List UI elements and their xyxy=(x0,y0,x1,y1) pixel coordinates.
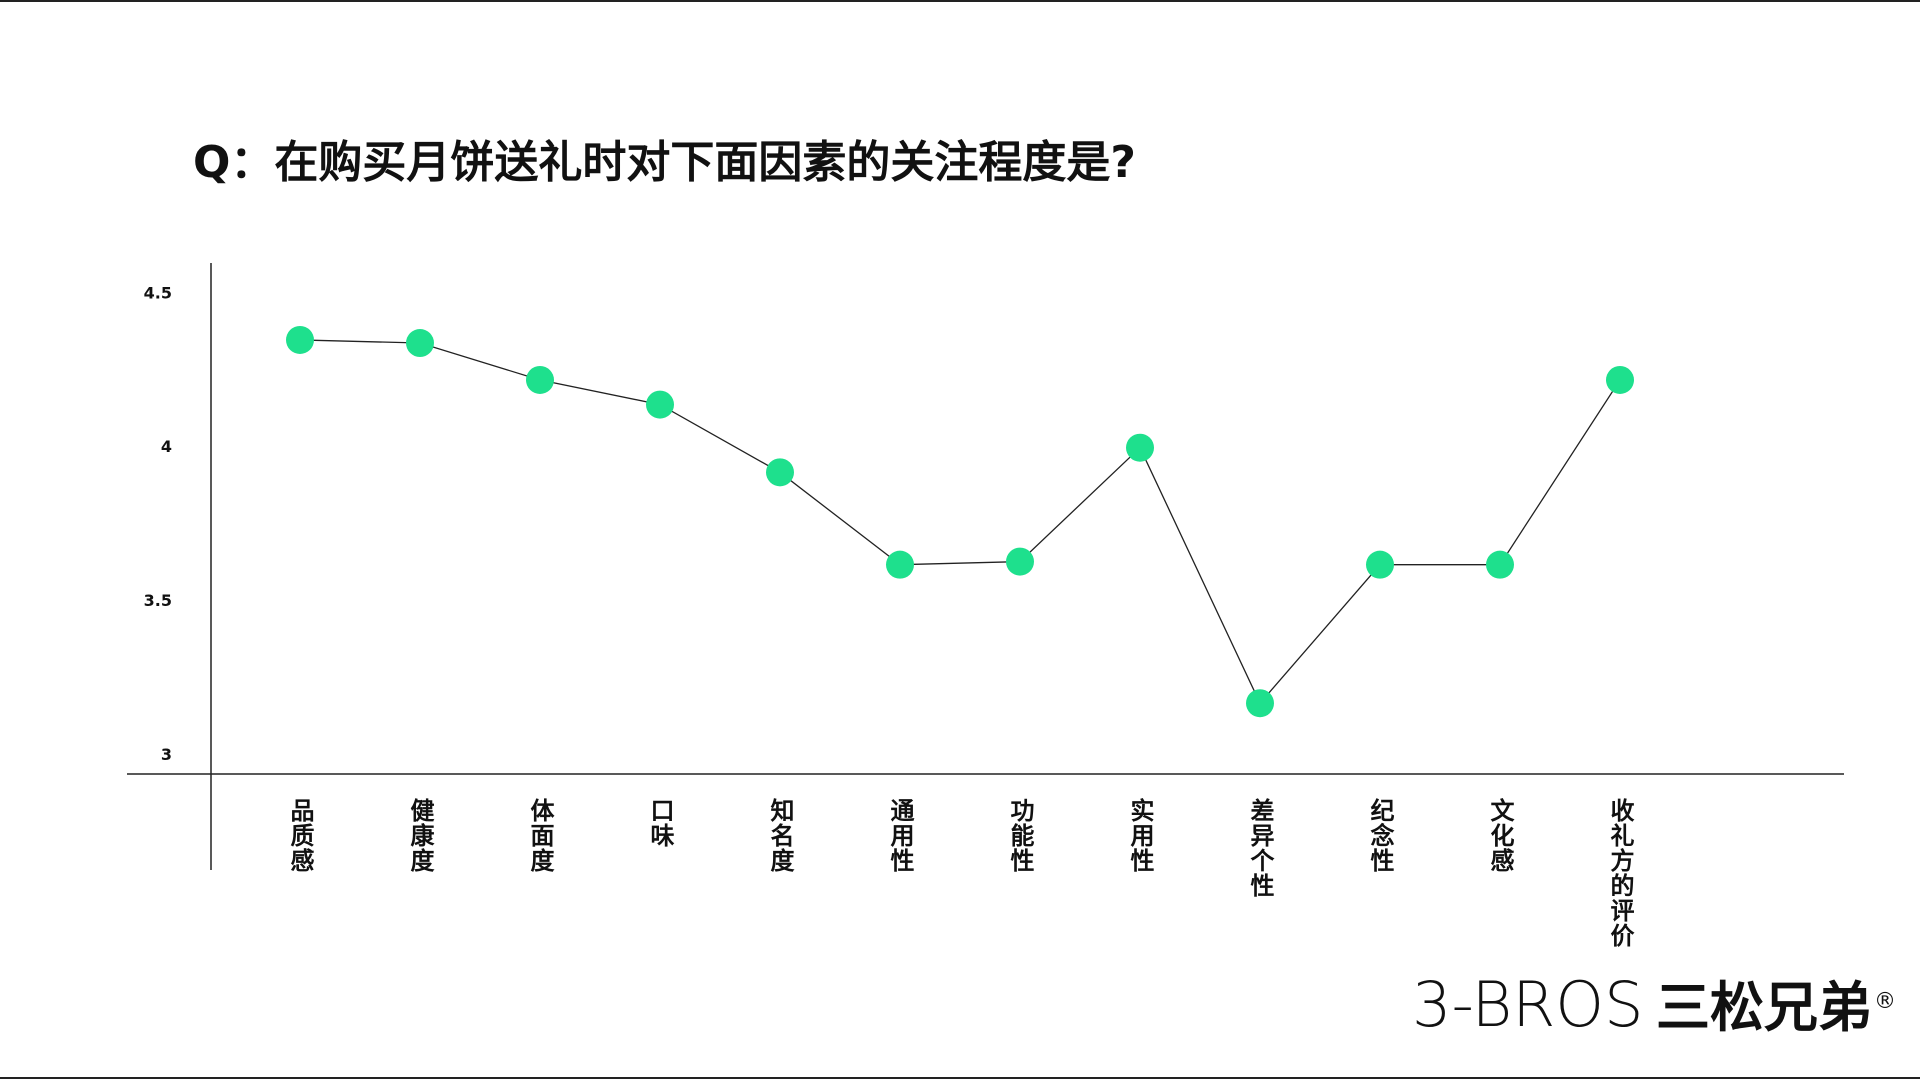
y-tick-label: 3 xyxy=(161,745,172,764)
point xyxy=(1606,365,1634,394)
x-tick-label: 差异个性 xyxy=(1246,797,1274,898)
logo-latin: 3-BROS xyxy=(1412,968,1643,1041)
x-tick-label: 通用性 xyxy=(886,798,914,873)
x-tick-label: 文化感 xyxy=(1486,797,1514,873)
x-tick-label: 知名度 xyxy=(766,798,794,873)
x-tick-label: 纪念性 xyxy=(1366,798,1394,873)
y-tick-label: 3.5 xyxy=(144,591,172,610)
point xyxy=(1006,547,1034,576)
point xyxy=(1246,689,1274,718)
point xyxy=(646,390,674,419)
point xyxy=(526,365,554,394)
series-line xyxy=(299,339,1621,705)
point xyxy=(406,329,434,358)
x-tick-label: 收礼方的评价 xyxy=(1606,798,1634,948)
chart-title: Q：在购买月饼送礼时对下面因素的关注程度是? xyxy=(193,137,1136,188)
point xyxy=(766,458,794,487)
x-tick-label: 品质感 xyxy=(286,798,314,873)
y-tick-label: 4 xyxy=(161,437,172,456)
y-tick-label: 4.5 xyxy=(144,283,172,302)
x-tick-label: 口味 xyxy=(646,798,674,848)
point xyxy=(286,325,314,354)
point xyxy=(886,550,914,579)
x-tick-label: 体面度 xyxy=(526,798,554,873)
x-tick-label: 健康度 xyxy=(406,798,434,873)
point xyxy=(1366,550,1394,579)
logo-mark: ® xyxy=(1874,989,1896,1014)
x-tick-label: 功能性 xyxy=(1006,798,1034,873)
point xyxy=(1126,433,1154,462)
logo-chinese: 三松兄弟 xyxy=(1656,976,1872,1039)
point xyxy=(1486,550,1514,579)
x-tick-label: 实用性 xyxy=(1126,797,1154,873)
